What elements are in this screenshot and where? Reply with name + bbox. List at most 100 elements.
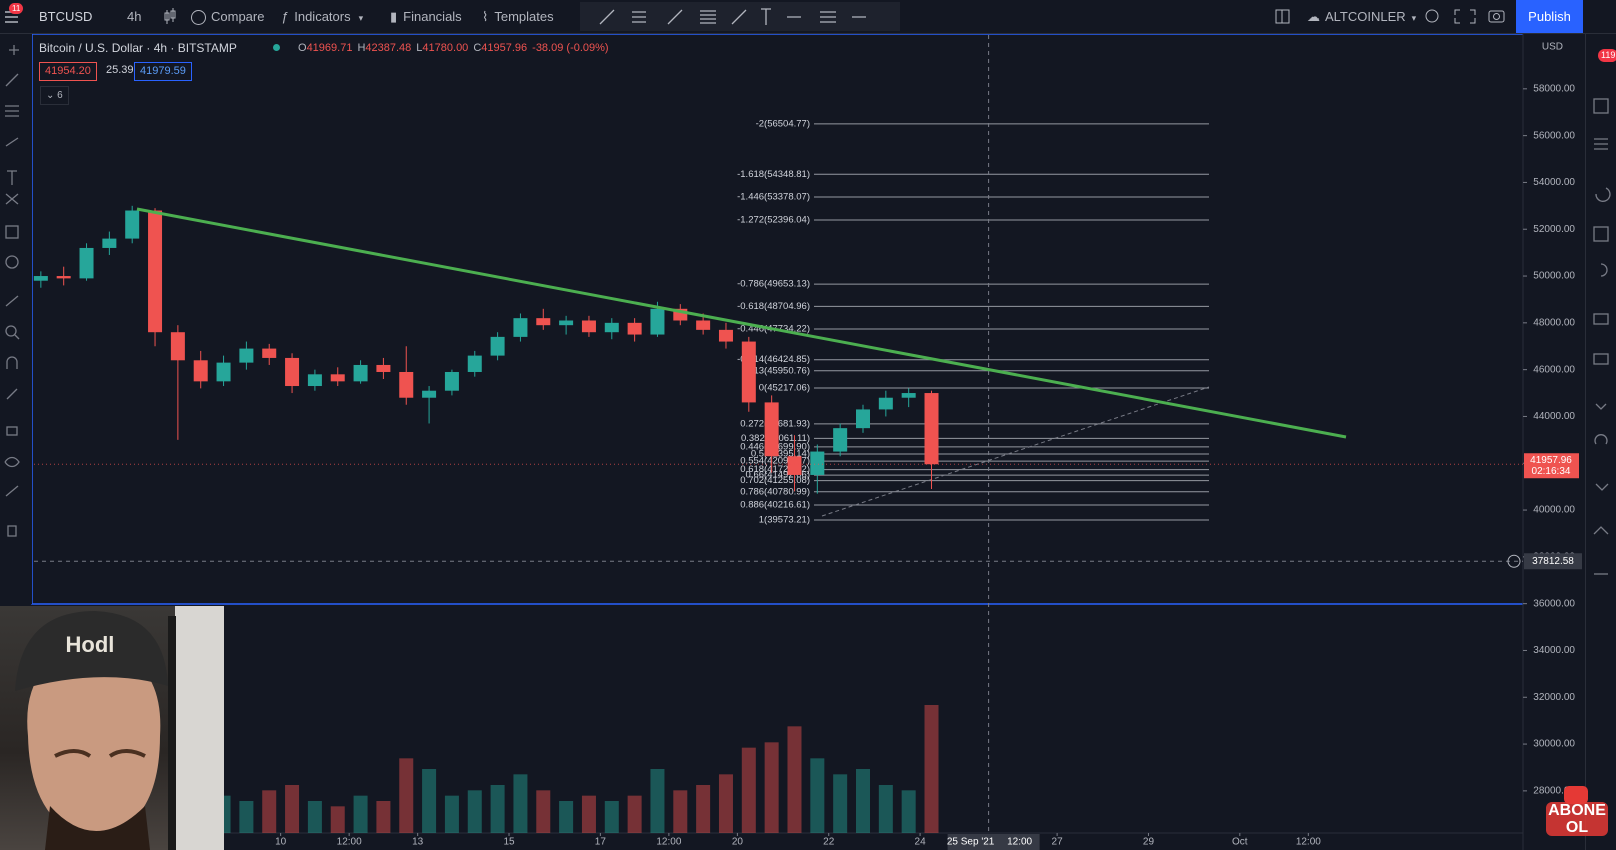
cap xyxy=(15,611,168,691)
ohlc-value: 41780.00 xyxy=(422,42,469,54)
market-status-dot xyxy=(273,44,280,51)
candle-body xyxy=(581,320,596,333)
indicators-label: Indicators xyxy=(294,9,351,24)
x-tick-label: 12:00 xyxy=(656,837,681,848)
y-tick-label: 30000.00 xyxy=(1533,739,1575,750)
bid-price[interactable]: 41954.20 xyxy=(39,62,97,81)
candle-body xyxy=(307,374,322,387)
volume-bar xyxy=(764,742,779,833)
y-tick-label: 54000.00 xyxy=(1533,177,1575,188)
y-tick-label: 46000.00 xyxy=(1533,364,1575,375)
volume-bar xyxy=(650,769,665,833)
financials-button[interactable]: ▮ Financials xyxy=(390,0,462,33)
dropdown-icon: ▾ xyxy=(358,13,364,23)
volume-bar xyxy=(353,795,368,833)
volume-bar xyxy=(787,726,802,833)
volume-bar xyxy=(513,774,528,833)
fib-label: -0.214(46424.85) xyxy=(737,354,810,365)
candle-body xyxy=(467,355,482,372)
candle-body xyxy=(764,402,779,457)
subscribe-label: ABONE OL xyxy=(1546,802,1608,836)
candle-body xyxy=(262,348,277,358)
fib-label: -0.618(48704.96) xyxy=(737,301,810,312)
indicators-toggle[interactable]: ⌄ 6 xyxy=(40,86,69,105)
ohlc-value: 41969.71 xyxy=(306,42,353,54)
volume-bar xyxy=(810,758,825,833)
crosshair-time-box xyxy=(947,834,1040,850)
volume-bar xyxy=(330,806,345,833)
webcam-figure: Hodl xyxy=(15,606,224,850)
face xyxy=(27,646,161,841)
webcam-overlay: Hodl xyxy=(0,606,224,850)
crosshair-price-box xyxy=(1524,553,1582,570)
cloud-icon: ☁ xyxy=(1307,9,1320,24)
ohlc-value: 41957.96 xyxy=(481,42,528,54)
volume-bar xyxy=(467,790,482,833)
volume-bar xyxy=(696,785,711,833)
candle-body xyxy=(673,308,688,321)
chart-type-button[interactable] xyxy=(163,0,177,33)
x-tick-label: Oct xyxy=(1232,837,1248,848)
symbol-name: Bitcoin / U.S. Dollar xyxy=(39,41,144,55)
ohlc-legend: O41969.71 H42387.48 L41780.00 C41957.96 -38.… xyxy=(298,42,609,54)
candle-body xyxy=(536,318,551,326)
interval-button[interactable]: 4h xyxy=(127,9,142,24)
fib-label: -1.618(54348.81) xyxy=(737,169,810,180)
fib-label: 0.66(41492.06) xyxy=(746,470,810,481)
candle-body xyxy=(444,371,459,391)
fib-label: 0.554(42090.37) xyxy=(740,456,810,467)
candle-body xyxy=(650,308,665,335)
templates-icon: ⌇ xyxy=(482,9,489,24)
fib-label: 0.786(40780.99) xyxy=(740,486,810,497)
x-tick-label: 17 xyxy=(595,837,607,848)
candle-body xyxy=(696,320,711,330)
publish-button[interactable]: Publish xyxy=(1516,0,1583,33)
candle-body xyxy=(239,348,254,363)
x-tick-label: 29 xyxy=(1143,837,1155,848)
sidebar-badge: 119 xyxy=(1598,49,1616,62)
ohlc-key: L xyxy=(416,42,423,54)
compare-button[interactable]: Compare xyxy=(191,0,264,33)
countdown-label: 02:16:34 xyxy=(1532,466,1571,477)
volume-bar xyxy=(422,769,437,833)
layout-button[interactable] xyxy=(1275,0,1291,33)
right-sidebar-icons xyxy=(1593,98,1611,575)
drawing-toolbar xyxy=(580,2,900,31)
account-button[interactable]: ☁ ALTCOINLER ▾ xyxy=(1307,0,1416,33)
candle-body xyxy=(285,357,300,387)
left-tool-icons xyxy=(4,45,20,537)
ask-price[interactable]: 41979.59 xyxy=(134,62,192,81)
volume-bar xyxy=(536,790,551,833)
templates-button[interactable]: ⌇ Templates xyxy=(482,0,554,33)
candle-body xyxy=(56,276,71,279)
symbol-legend: Bitcoin / U.S. Dollar · 4h · BITSTAMP xyxy=(39,41,237,55)
fib-label: 0.5(42395.14) xyxy=(751,449,810,460)
y-tick-label: 34000.00 xyxy=(1533,645,1575,656)
cap-text: Hodl xyxy=(66,632,115,657)
candle-body xyxy=(741,341,756,403)
plus-icon xyxy=(191,10,206,26)
candle-body xyxy=(559,320,574,326)
volume-bar xyxy=(581,795,596,833)
candle-body xyxy=(422,390,437,398)
x-tick-label: 22 xyxy=(823,837,835,848)
crosshair-date-label: 25 Sep '21 xyxy=(947,837,995,848)
volume-bar xyxy=(901,790,916,833)
fib-label: 0.618(41729.12) xyxy=(740,464,810,475)
volume-bar xyxy=(239,801,254,833)
y-tick-label: 36000.00 xyxy=(1533,598,1575,609)
x-tick-label: 10 xyxy=(275,837,287,848)
x-tick-label: 27 xyxy=(1052,837,1064,848)
spread: 25.39 xyxy=(106,64,134,76)
y-tick-label: 52000.00 xyxy=(1533,224,1575,235)
indicators-button[interactable]: ƒ Indicators ▾ xyxy=(281,0,363,33)
candle-body xyxy=(376,364,391,372)
subscribe-overlay[interactable]: ABONE OL xyxy=(1546,786,1608,842)
symbol-button[interactable]: BTCUSD xyxy=(39,9,93,24)
axis-currency: USD xyxy=(1542,42,1563,53)
drawing-icons xyxy=(599,8,866,25)
indicator-count: 6 xyxy=(57,90,63,101)
candle-body xyxy=(878,397,893,410)
volume-bar xyxy=(399,758,414,833)
